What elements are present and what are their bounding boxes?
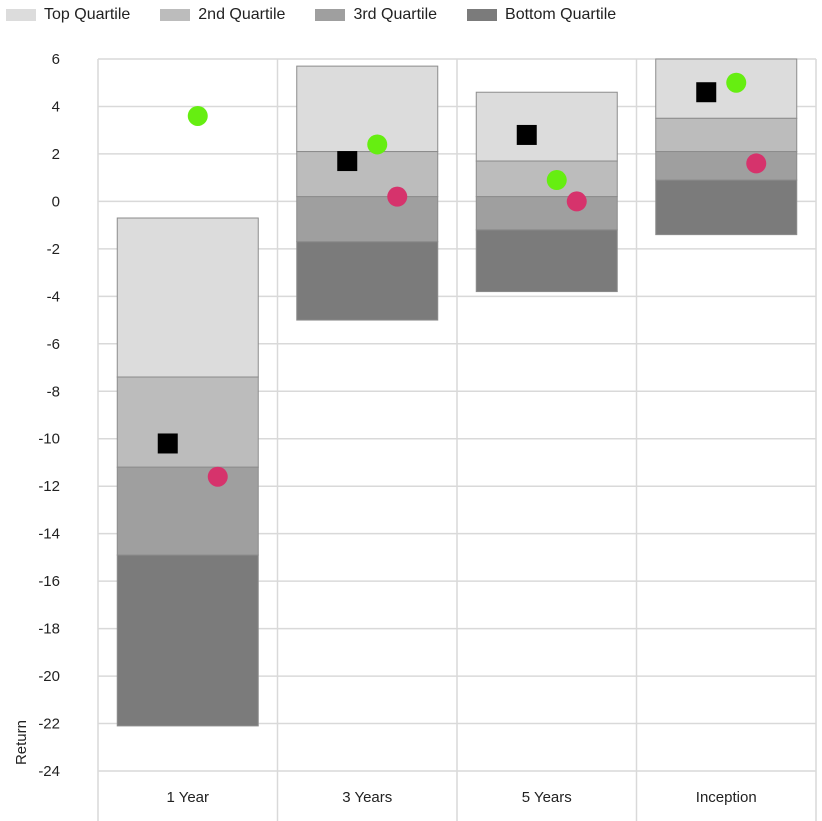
- green-dot-marker-5-years: [546, 170, 567, 191]
- bar-bottom-quartile-inception: [655, 179, 798, 236]
- pink-dot-marker-1-year: [207, 466, 228, 487]
- y-axis-title: Return: [13, 720, 30, 765]
- legend-label-2nd-quartile: 2nd Quartile: [198, 6, 286, 23]
- legend-swatch-3rd-quartile: [315, 9, 346, 21]
- legend-swatch-bottom-quartile: [467, 9, 498, 21]
- bar-3rd-quartile-3-years: [296, 196, 439, 243]
- bar-3rd-quartile-5-years: [475, 196, 618, 231]
- pink-dot-marker-5-years: [566, 191, 587, 212]
- y-tick-label-6: 6: [52, 51, 60, 68]
- y-tick-label-4: 4: [52, 98, 60, 115]
- benchmark-square-marker-3-years: [337, 151, 358, 172]
- green-dot-marker-1-year: [187, 105, 208, 126]
- y-tick-label-16: -16: [38, 573, 60, 590]
- y-tick-label-14: -14: [38, 526, 60, 543]
- bar-3rd-quartile-inception: [655, 151, 798, 181]
- legend-item-2nd-quartile: 2nd Quartile: [160, 6, 285, 24]
- bar-top-quartile-3-years: [296, 65, 439, 153]
- x-tick-label-5-years: 5 Years: [522, 789, 572, 806]
- y-tick-label-4: -4: [47, 288, 60, 305]
- y-tick-label-24: -24: [38, 763, 60, 780]
- benchmark-square-marker-inception: [696, 82, 717, 103]
- bar-top-quartile-5-years: [475, 91, 618, 162]
- legend-item-bottom-quartile: Bottom Quartile: [467, 6, 616, 24]
- y-tick-label-20: -20: [38, 668, 60, 685]
- bar-2nd-quartile-1-year: [116, 376, 259, 468]
- bar-bottom-quartile-1-year: [116, 554, 259, 727]
- legend-label-3rd-quartile: 3rd Quartile: [353, 6, 438, 23]
- y-tick-label-22: -22: [38, 716, 60, 733]
- legend-swatch-2nd-quartile: [160, 9, 191, 21]
- x-tick-label-inception: Inception: [696, 789, 757, 806]
- y-tick-label-0: 0: [52, 193, 60, 210]
- pink-dot-marker-inception: [746, 153, 767, 174]
- x-tick-label-3-years: 3 Years: [342, 789, 392, 806]
- legend-swatch-top-quartile: [6, 9, 36, 21]
- x-tick-label-1-year: 1 Year: [166, 789, 209, 806]
- y-tick-label-2: 2: [52, 146, 60, 163]
- green-dot-marker-3-years: [367, 134, 388, 155]
- bar-2nd-quartile-5-years: [475, 160, 618, 198]
- y-tick-label-8: -8: [47, 383, 60, 400]
- benchmark-square-marker-5-years: [516, 124, 537, 145]
- y-tick-label-2: -2: [47, 241, 60, 258]
- legend-label-bottom-quartile: Bottom Quartile: [505, 6, 617, 23]
- bar-2nd-quartile-inception: [655, 117, 798, 153]
- legend-label-top-quartile: Top Quartile: [44, 6, 131, 23]
- y-tick-label-10: -10: [38, 431, 60, 448]
- bar-2nd-quartile-3-years: [296, 151, 439, 198]
- bar-bottom-quartile-3-years: [296, 241, 439, 321]
- legend-item-top-quartile: Top Quartile: [6, 6, 130, 24]
- y-tick-label-12: -12: [38, 478, 60, 495]
- bar-top-quartile-inception: [655, 58, 798, 119]
- bar-bottom-quartile-5-years: [475, 229, 618, 293]
- legend: Top Quartile 2nd Quartile 3rd Quartile B…: [6, 4, 646, 26]
- legend-item-3rd-quartile: 3rd Quartile: [315, 6, 437, 24]
- green-dot-marker-inception: [726, 72, 747, 93]
- bar-top-quartile-1-year: [116, 217, 259, 378]
- benchmark-square-marker-1-year: [157, 433, 178, 454]
- y-tick-label-18: -18: [38, 621, 60, 638]
- bar-3rd-quartile-1-year: [116, 466, 259, 556]
- y-tick-label-6: -6: [47, 336, 60, 353]
- pink-dot-marker-3-years: [387, 186, 408, 207]
